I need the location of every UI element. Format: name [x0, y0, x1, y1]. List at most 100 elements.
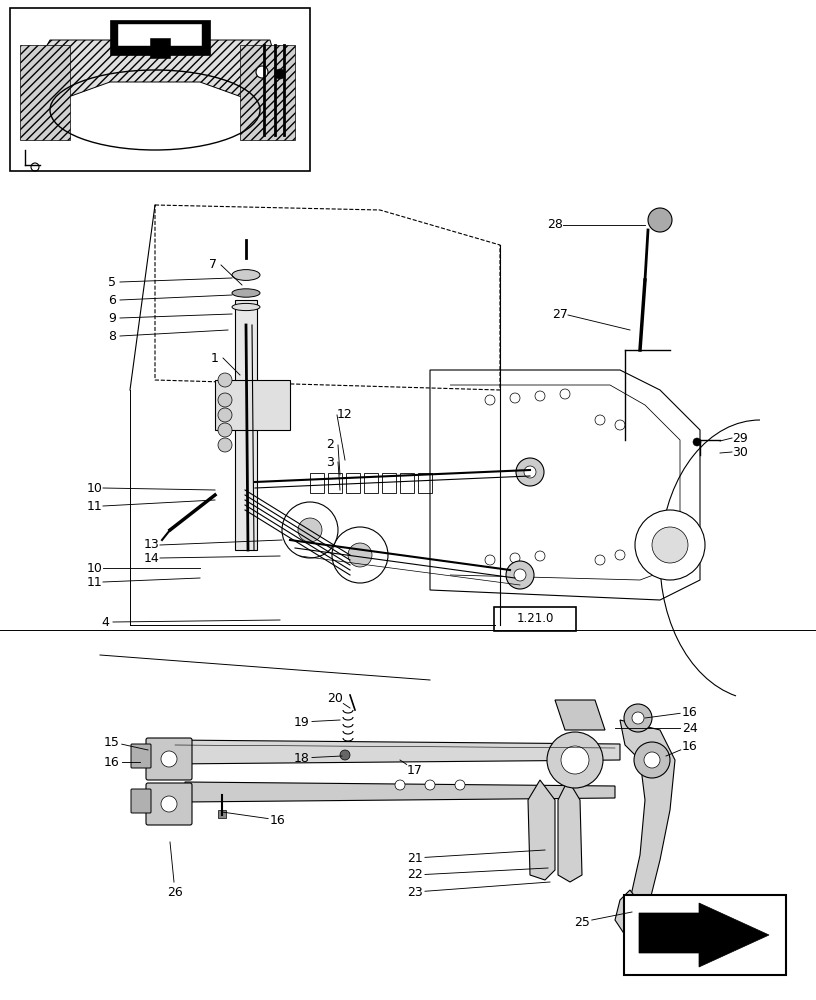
Bar: [346, 473, 360, 493]
Circle shape: [635, 510, 705, 580]
Text: 11: 11: [87, 499, 103, 512]
Circle shape: [648, 208, 672, 232]
Ellipse shape: [232, 270, 260, 280]
Text: 4: 4: [101, 615, 109, 629]
Text: 25: 25: [574, 916, 590, 928]
FancyBboxPatch shape: [131, 789, 151, 813]
Circle shape: [644, 752, 660, 768]
Text: 14: 14: [144, 552, 160, 564]
Circle shape: [516, 458, 544, 486]
Circle shape: [455, 780, 465, 790]
Circle shape: [510, 553, 520, 563]
Circle shape: [615, 550, 625, 560]
Text: 21: 21: [407, 852, 423, 864]
Text: 7: 7: [209, 258, 217, 271]
Circle shape: [535, 391, 545, 401]
Circle shape: [218, 423, 232, 437]
Circle shape: [632, 712, 644, 724]
Text: 6: 6: [108, 294, 116, 306]
Ellipse shape: [232, 303, 260, 311]
Text: 16: 16: [682, 706, 698, 718]
FancyBboxPatch shape: [146, 783, 192, 825]
Bar: [400, 473, 414, 493]
Polygon shape: [620, 720, 675, 910]
Text: 8: 8: [108, 330, 116, 342]
Circle shape: [298, 518, 322, 542]
Text: 27: 27: [552, 308, 568, 322]
Polygon shape: [555, 700, 605, 730]
Circle shape: [395, 780, 405, 790]
Circle shape: [624, 704, 652, 732]
Circle shape: [524, 466, 536, 478]
Text: 11: 11: [87, 576, 103, 588]
Bar: [382, 473, 396, 493]
Bar: [328, 473, 342, 493]
Text: 20: 20: [327, 692, 343, 704]
Bar: [150, 38, 170, 58]
Text: 10: 10: [87, 562, 103, 574]
Circle shape: [615, 420, 625, 430]
Circle shape: [485, 395, 495, 405]
Ellipse shape: [232, 289, 260, 297]
Bar: [624, 895, 786, 975]
Circle shape: [340, 750, 350, 760]
Circle shape: [425, 780, 435, 790]
Circle shape: [256, 66, 268, 78]
Polygon shape: [170, 740, 620, 764]
Circle shape: [561, 746, 589, 774]
Text: 28: 28: [547, 219, 563, 232]
Polygon shape: [558, 780, 582, 882]
Circle shape: [218, 373, 232, 387]
Text: 9: 9: [108, 312, 116, 324]
Text: 1.21.0: 1.21.0: [517, 612, 554, 626]
Circle shape: [275, 69, 285, 79]
Circle shape: [218, 438, 232, 452]
Circle shape: [560, 389, 570, 399]
Text: 16: 16: [682, 740, 698, 752]
Bar: [235, 300, 257, 550]
Text: 16: 16: [104, 756, 120, 768]
Circle shape: [161, 796, 177, 812]
Circle shape: [218, 393, 232, 407]
Bar: [418, 473, 432, 493]
Polygon shape: [528, 780, 555, 880]
Circle shape: [332, 527, 388, 583]
Circle shape: [506, 561, 534, 589]
Text: 10: 10: [87, 482, 103, 494]
FancyBboxPatch shape: [131, 744, 151, 768]
Bar: [215, 380, 290, 430]
Circle shape: [218, 408, 232, 422]
Text: 30: 30: [732, 446, 748, 458]
Polygon shape: [30, 40, 280, 100]
Polygon shape: [185, 782, 615, 802]
Text: 26: 26: [167, 886, 183, 898]
Circle shape: [634, 742, 670, 778]
Text: 2: 2: [326, 438, 334, 452]
Circle shape: [693, 438, 701, 446]
Text: 17: 17: [407, 764, 423, 776]
Bar: [364, 473, 378, 493]
Circle shape: [595, 415, 605, 425]
Bar: [118, 24, 202, 46]
Text: 1: 1: [211, 352, 219, 364]
Text: 15: 15: [104, 736, 120, 748]
Circle shape: [485, 555, 495, 565]
Circle shape: [547, 732, 603, 788]
Text: 3: 3: [326, 456, 334, 468]
FancyBboxPatch shape: [146, 738, 192, 780]
Text: 29: 29: [732, 432, 748, 444]
Circle shape: [514, 569, 526, 581]
Polygon shape: [615, 890, 655, 940]
FancyBboxPatch shape: [494, 607, 576, 631]
Text: 5: 5: [108, 275, 116, 288]
Circle shape: [348, 543, 372, 567]
Circle shape: [161, 751, 177, 767]
Bar: [10, 8, 310, 171]
Circle shape: [595, 555, 605, 565]
Circle shape: [282, 502, 338, 558]
Circle shape: [510, 393, 520, 403]
Polygon shape: [240, 45, 295, 140]
Text: 19: 19: [294, 716, 310, 728]
Text: 16: 16: [270, 814, 286, 826]
Text: 12: 12: [337, 408, 353, 422]
